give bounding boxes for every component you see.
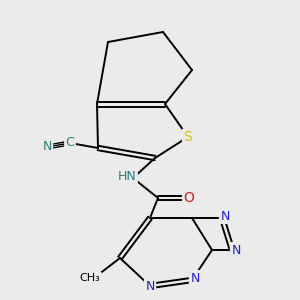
Text: C: C <box>66 136 74 149</box>
Text: HN: HN <box>118 170 136 184</box>
Text: CH₃: CH₃ <box>80 273 100 283</box>
Text: N: N <box>190 272 200 284</box>
Text: N: N <box>42 140 52 154</box>
Text: O: O <box>184 191 194 205</box>
Text: N: N <box>220 209 230 223</box>
Text: N: N <box>145 280 155 292</box>
Text: S: S <box>184 130 192 144</box>
Text: N: N <box>231 244 241 256</box>
